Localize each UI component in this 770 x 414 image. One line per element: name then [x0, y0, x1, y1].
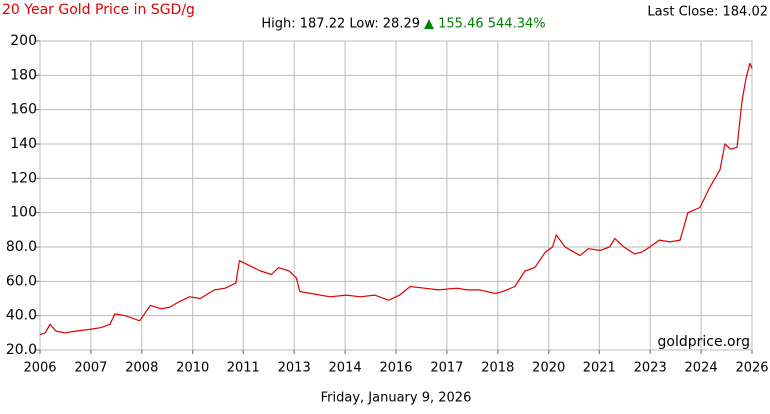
watermark: goldprice.org — [658, 334, 750, 350]
x-tick-label: 2013 — [278, 361, 311, 376]
last-close: Last Close: 184.02 — [647, 5, 768, 20]
y-tick-label: 60.0 — [6, 273, 37, 289]
x-tick-label: 2008 — [125, 361, 158, 376]
x-tick-label: 2011 — [227, 361, 260, 376]
x-tick-label: 2023 — [634, 361, 667, 376]
y-tick-label: 200 — [10, 33, 37, 49]
x-tick-label: 2020 — [532, 361, 565, 376]
date: Friday, January 9, 2026 — [321, 391, 472, 406]
y-tick-label: 100 — [10, 205, 37, 221]
x-tick-label: 2021 — [583, 361, 616, 376]
grid — [36, 40, 753, 354]
x-tick-label: 2006 — [23, 361, 56, 376]
x-tick-label: 2007 — [74, 361, 107, 376]
y-tick-label: 140 — [10, 136, 37, 152]
x-tick-label: 2018 — [481, 361, 514, 376]
y-tick-label: 120 — [10, 170, 37, 186]
y-tick-label: 40.0 — [6, 308, 37, 324]
x-tick-label: 2014 — [329, 361, 362, 376]
price-line — [39, 62, 753, 336]
y-tick-label: 20.0 — [6, 342, 37, 358]
x-tick-label: 2016 — [379, 361, 412, 376]
x-tick-label: 2017 — [430, 361, 463, 376]
y-tick-label: 180 — [10, 67, 37, 83]
y-tick-label: 80.0 — [6, 239, 37, 255]
x-tick-label: 2026 — [735, 361, 768, 376]
chart-title: 20 Year Gold Price in SGD/g — [2, 2, 195, 18]
stats: High: 187.22 Low: 28.29 — [261, 17, 420, 32]
stats-change: ▲ 155.46 544.34% — [424, 17, 546, 32]
y-tick-label: 160 — [10, 102, 37, 118]
x-tick-label: 2010 — [176, 361, 209, 376]
marks — [39, 62, 753, 336]
x-tick-label: 2024 — [685, 361, 718, 376]
